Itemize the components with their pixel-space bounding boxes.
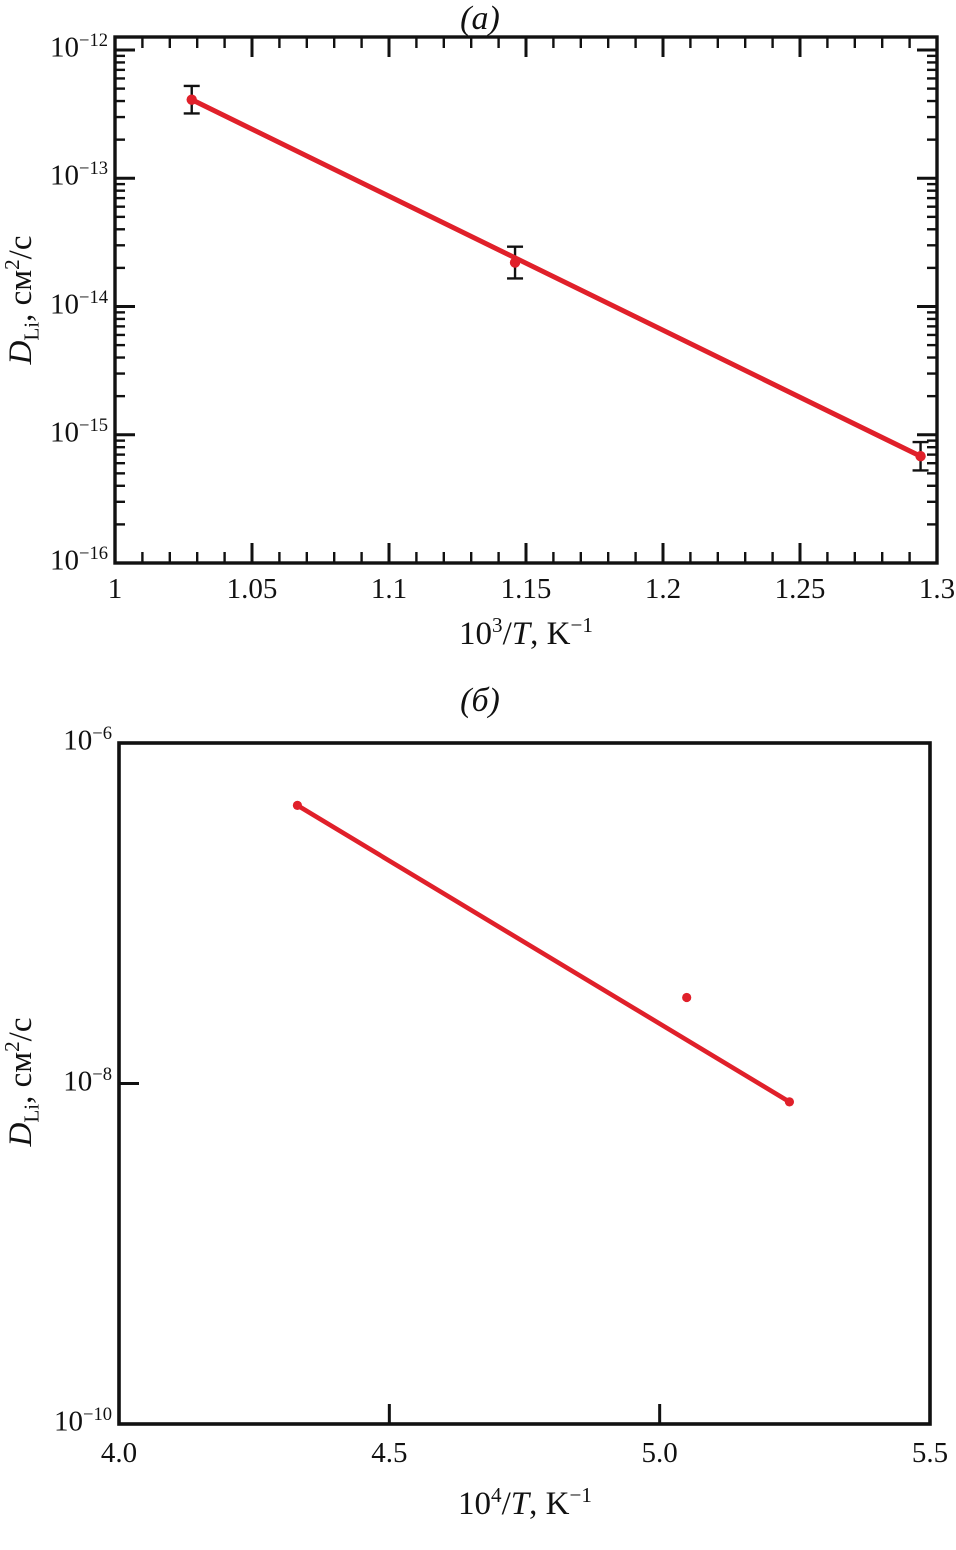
xlabel-a-var: T	[511, 616, 531, 652]
x-tick-label: 1.2	[644, 573, 682, 605]
ylabel-a-sup: 2	[0, 259, 24, 270]
plot-a-frame	[113, 35, 939, 565]
x-tick-label: 1	[107, 573, 123, 605]
x-tick-label: 1.25	[774, 573, 826, 605]
plot-b-title: (б)	[460, 682, 500, 719]
data-point	[682, 992, 692, 1003]
xlabel-a-exp: 3	[492, 613, 503, 637]
xlabel-a-slash: /	[502, 616, 512, 652]
fit-line-b	[295, 803, 792, 1105]
xlabel-b-exp: 4	[491, 1483, 502, 1507]
fit-line-a	[189, 97, 924, 459]
ylabel-a-subscript: Li	[19, 321, 44, 341]
x-tick-label: 1.3	[918, 573, 956, 605]
xlabel-a-unit-exp: −1	[570, 613, 593, 637]
x-tick-label: 1.05	[226, 573, 278, 605]
ylabel-b-subscript: Li	[19, 1103, 44, 1123]
data-point	[509, 257, 521, 268]
xlabel-a-unit: , K	[530, 616, 571, 652]
y-tick-label: 10−15	[49, 414, 108, 449]
y-tick-label: 10−16	[49, 543, 108, 577]
plot-b-x-axis-label: 104/T, K−1	[345, 1483, 705, 1525]
x-tick-label: 1.1	[370, 573, 408, 605]
data-point	[915, 451, 926, 462]
xlabel-b-unit: , K	[529, 1486, 570, 1522]
xlabel-a-base: 10	[459, 616, 493, 652]
plot-a-title: (а)	[460, 0, 500, 37]
x-tick-label: 4.0	[100, 1437, 138, 1469]
ylabel-b-var: D	[3, 1122, 39, 1147]
plot-a-x-axis-label: 103/T, K−1	[346, 613, 706, 655]
x-tick-label: 5.0	[641, 1437, 678, 1469]
data-point	[784, 1097, 795, 1107]
xlabel-b-var: T	[510, 1486, 530, 1522]
ylabel-b-sup: 2	[0, 1041, 24, 1052]
xlabel-b-base: 10	[458, 1486, 492, 1522]
y-tick-label: 10−12	[49, 30, 108, 64]
y-tick-label: 10−13	[49, 158, 108, 192]
data-point	[292, 800, 303, 811]
xlabel-b-unit-exp: −1	[569, 1483, 592, 1507]
ylabel-a-units-end: /с	[3, 235, 39, 260]
ylabel-a-var: D	[3, 340, 39, 365]
y-tick-label: 10−10	[53, 1404, 112, 1438]
plot-b-frame	[117, 741, 932, 1426]
x-tick-label: 5.5	[911, 1437, 949, 1469]
ylabel-b-units-end: /с	[3, 1017, 39, 1042]
y-tick-label: 10−14	[49, 286, 108, 321]
y-tick-label: 10−6	[63, 723, 112, 757]
x-tick-label: 1.15	[500, 573, 552, 605]
y-tick-label: 10−8	[63, 1063, 112, 1098]
data-point	[186, 94, 197, 105]
xlabel-b-slash: /	[501, 1486, 511, 1522]
x-tick-label: 4.5	[371, 1437, 408, 1469]
